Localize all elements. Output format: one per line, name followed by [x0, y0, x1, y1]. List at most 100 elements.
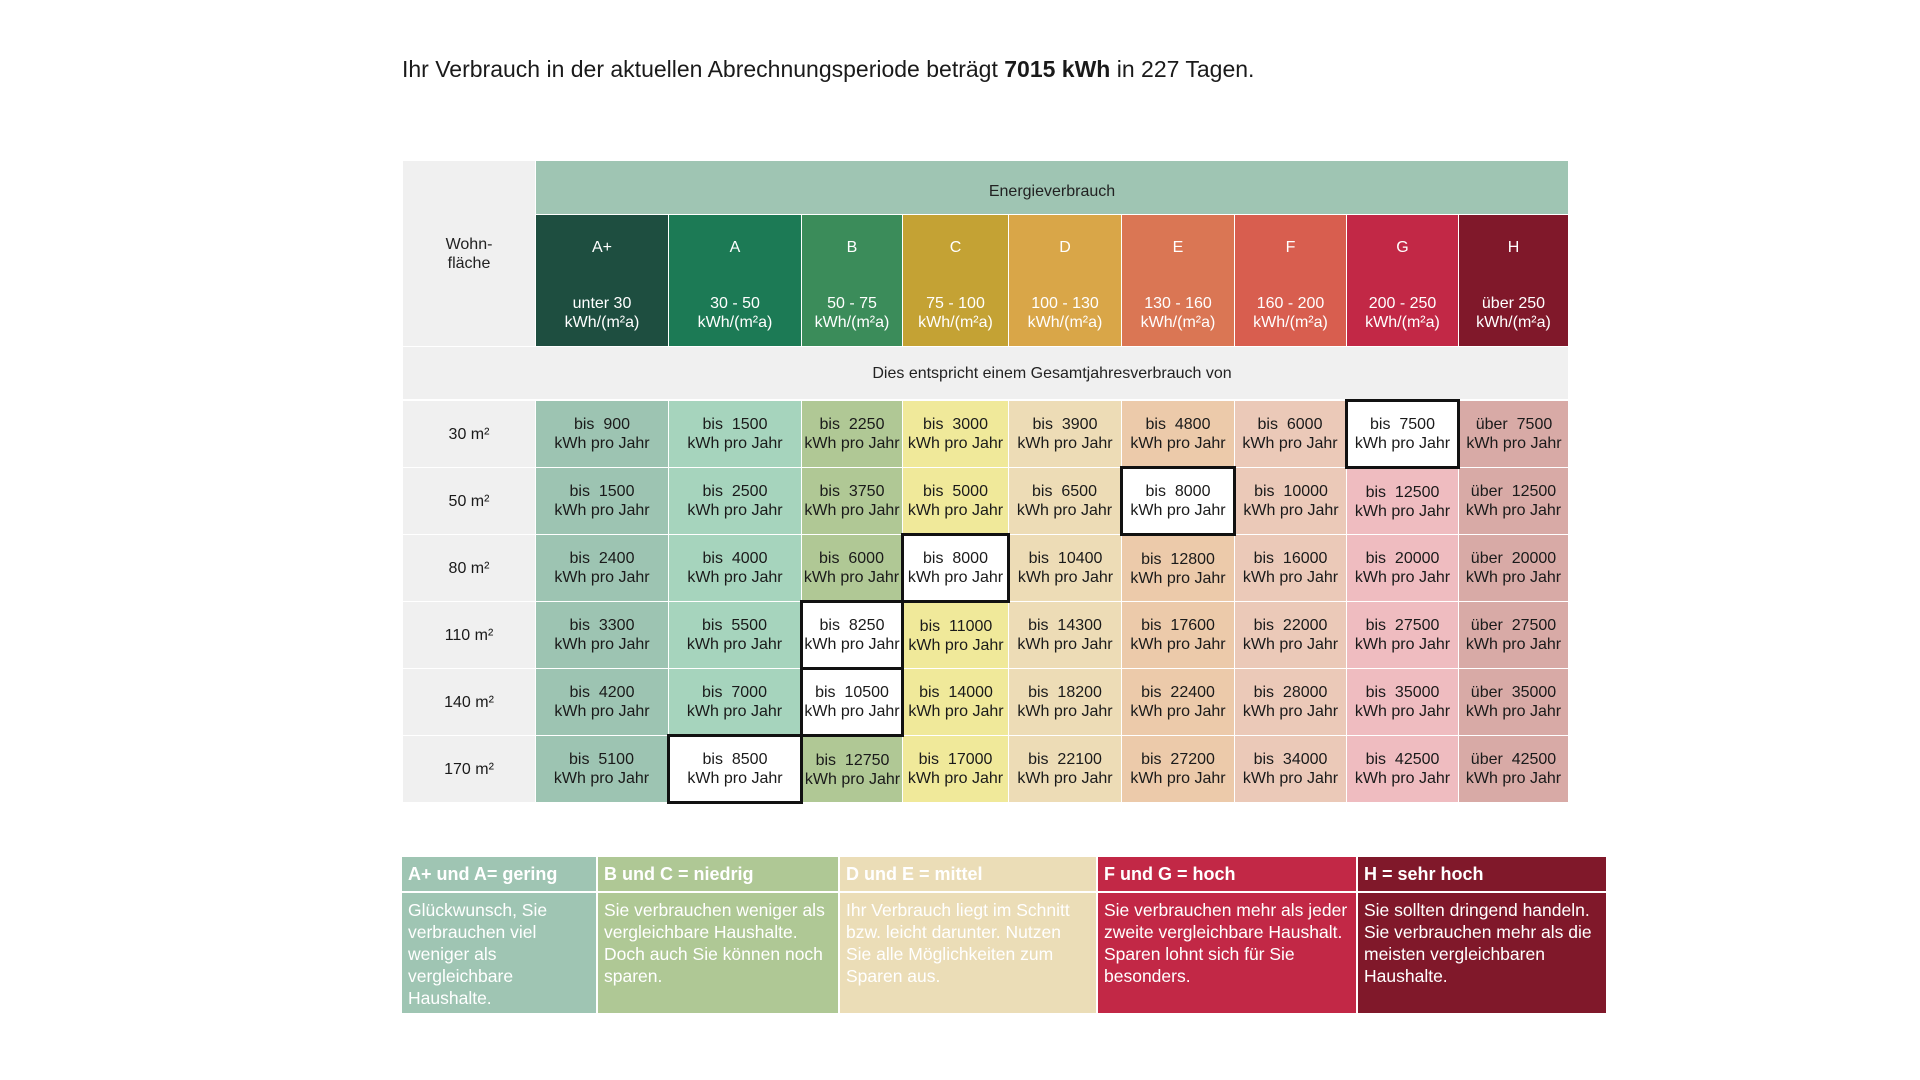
legend-item: F und G = hoch Sie verbrauchen mehr als j…	[1098, 857, 1358, 1013]
consumption-cell: bis 16000 kWh pro Jahr	[1234, 534, 1347, 602]
class-range: 75 - 100 kWh/(m²a)	[902, 280, 1009, 347]
class-range-value: 100 - 130	[1031, 295, 1099, 313]
highlighted-consumption-cell: bis 10500 kWh pro Jahr	[800, 667, 904, 737]
legend-item: H = sehr hoch Sie sollten dringend handel…	[1358, 857, 1606, 1013]
living-area-label: 110 m²	[402, 601, 536, 669]
class-range: unter 30 kWh/(m²a)	[535, 280, 669, 347]
consumption-threshold: bis 16000	[1253, 550, 1328, 567]
consumption-unit: kWh pro Jahr	[1466, 435, 1562, 452]
consumption-unit: kWh pro Jahr	[687, 770, 783, 787]
summary-consumption-value: 7015 kWh	[1004, 56, 1111, 82]
consumption-cell: bis 6000 kWh pro Jahr	[801, 534, 903, 602]
consumption-cell: bis 34000 kWh pro Jahr	[1234, 735, 1347, 803]
living-area-label: 170 m²	[402, 735, 536, 803]
consumption-unit: kWh pro Jahr	[554, 569, 650, 586]
highlighted-consumption-cell: bis 8250 kWh pro Jahr	[800, 600, 904, 670]
consumption-threshold: bis 34000	[1253, 751, 1328, 768]
consumption-threshold: bis 22100	[1028, 751, 1102, 768]
consumption-threshold: bis 1500	[702, 416, 768, 433]
summary-suffix: in 227 Tagen.	[1110, 56, 1255, 82]
consumption-unit: kWh pro Jahr	[907, 569, 1004, 586]
consumption-unit: kWh pro Jahr	[1243, 502, 1339, 519]
class-range-unit: kWh/(m²a)	[697, 314, 773, 332]
consumption-cell: bis 3000 kWh pro Jahr	[902, 400, 1009, 468]
consumption-threshold: bis 10000	[1254, 483, 1328, 500]
consumption-cell: bis 22000 kWh pro Jahr	[1234, 601, 1347, 669]
class-range-value: 75 - 100	[926, 295, 985, 313]
consumption-threshold: bis 27500	[1365, 617, 1440, 634]
consumption-cell: über 42500 kWh pro Jahr	[1458, 735, 1569, 803]
consumption-cell: bis 27500 kWh pro Jahr	[1346, 601, 1459, 669]
legend-title: A+ und A= gering	[402, 857, 596, 893]
table-row: 110 m² bis 3300 kWh pro Jahr bis 5500 kWh pr…	[402, 600, 1569, 670]
consumption-threshold: bis 10500	[815, 684, 889, 701]
consumption-unit: kWh pro Jahr	[1242, 770, 1339, 787]
living-area-label: 50 m²	[402, 467, 536, 535]
class-label-aplus: A+	[535, 214, 669, 281]
consumption-cell: bis 1500 kWh pro Jahr	[668, 400, 802, 468]
legend-description: Sie verbrauchen mehr als jeder zweite ve…	[1104, 900, 1348, 986]
consumption-cell: bis 1500 kWh pro Jahr	[535, 467, 669, 535]
consumption-threshold: bis 3000	[923, 416, 988, 433]
consumption-threshold: bis 2400	[569, 550, 635, 567]
consumption-unit: kWh pro Jahr	[908, 703, 1004, 720]
consumption-unit: kWh pro Jahr	[1130, 569, 1226, 587]
consumption-threshold: bis 8000	[1145, 483, 1211, 500]
consumption-unit: kWh pro Jahr	[687, 435, 783, 452]
class-range-unit: kWh/(m²a)	[564, 314, 640, 332]
class-range: 160 - 200 kWh/(m²a)	[1234, 280, 1347, 347]
consumption-cell: bis 42500 kWh pro Jahr	[1346, 735, 1459, 803]
class-range: über 250 kWh/(m²a)	[1458, 280, 1569, 347]
consumption-unit: kWh pro Jahr	[1354, 703, 1451, 720]
consumption-unit: kWh pro Jahr	[1017, 770, 1113, 787]
consumption-unit: kWh pro Jahr	[1354, 636, 1451, 653]
consumption-unit: kWh pro Jahr	[1465, 703, 1562, 720]
highlighted-consumption-cell: bis 8000 kWh pro Jahr	[1120, 466, 1236, 536]
consumption-cell: über 12500 kWh pro Jahr	[1458, 467, 1569, 535]
table-row: 80 m² bis 2400 kWh pro Jahr bis 4000 kWh pro…	[402, 533, 1569, 603]
consumption-unit: kWh pro Jahr	[1130, 770, 1226, 787]
legend-description: Sie verbrauchen weniger als vergleichbar…	[604, 900, 825, 986]
consumption-cell: bis 5100 kWh pro Jahr	[535, 735, 669, 803]
consumption-unit: kWh pro Jahr	[1130, 434, 1226, 452]
consumption-cell: bis 20000 kWh pro Jahr	[1346, 534, 1459, 602]
consumption-cell: bis 17600 kWh pro Jahr	[1121, 601, 1235, 669]
legend-item: A+ und A= gering Glückwunsch, Sie verbrau…	[402, 857, 598, 1013]
class-range-unit: kWh/(m²a)	[1476, 314, 1551, 332]
consumption-cell: bis 35000 kWh pro Jahr	[1346, 668, 1459, 736]
consumption-threshold: bis 8000	[923, 550, 988, 567]
consumption-cell: bis 28000 kWh pro Jahr	[1234, 668, 1347, 736]
consumption-unit: kWh pro Jahr	[1130, 703, 1226, 720]
class-label-h: H	[1458, 214, 1569, 281]
class-range-unit: kWh/(m²a)	[1253, 314, 1328, 332]
consumption-threshold: bis 5000	[923, 482, 988, 500]
legend-description: Glückwunsch, Sie verbrauchen viel wenige…	[408, 900, 548, 1008]
table-row: 30 m² bis 900 kWh pro Jahr bis 1500 kWh pro …	[402, 399, 1569, 469]
consumption-cell: bis 14300 kWh pro Jahr	[1008, 601, 1122, 669]
consumption-unit: kWh pro Jahr	[686, 702, 783, 720]
class-range-value: 130 - 160	[1144, 295, 1212, 313]
class-label-c: C	[902, 214, 1009, 281]
consumption-threshold: über 42500	[1470, 751, 1557, 768]
legend-title: H = sehr hoch	[1358, 857, 1606, 893]
consumption-cell: bis 7000 kWh pro Jahr	[668, 668, 802, 736]
class-label-g: G	[1346, 214, 1459, 281]
annual-consumption-note: Dies entspricht einem Gesamtjahresverbra…	[402, 346, 1569, 401]
consumption-unit: kWh pro Jahr	[1354, 770, 1451, 787]
highlighted-consumption-cell: bis 8500 kWh pro Jahr	[667, 734, 803, 804]
consumption-threshold: bis 35000	[1365, 684, 1440, 701]
consumption-unit: kWh pro Jahr	[804, 703, 900, 720]
consumption-unit: kWh pro Jahr	[1242, 703, 1339, 720]
consumption-unit: kWh pro Jahr	[686, 636, 783, 653]
consumption-threshold: bis 8500	[702, 751, 768, 768]
class-range-unit: kWh/(m²a)	[918, 314, 993, 332]
consumption-unit: kWh pro Jahr	[803, 568, 900, 586]
class-range: 50 - 75 kWh/(m²a)	[801, 280, 903, 347]
table-row: 170 m² bis 5100 kWh pro Jahr bis 8500 kWh pr…	[402, 734, 1569, 804]
highlighted-consumption-cell: bis 8000 kWh pro Jahr	[901, 533, 1010, 603]
class-label-f: F	[1234, 214, 1347, 281]
consumption-cell: bis 27200 kWh pro Jahr	[1121, 735, 1235, 803]
consumption-threshold: bis 27200	[1141, 751, 1215, 768]
consumption-unit: kWh pro Jahr	[907, 770, 1004, 787]
